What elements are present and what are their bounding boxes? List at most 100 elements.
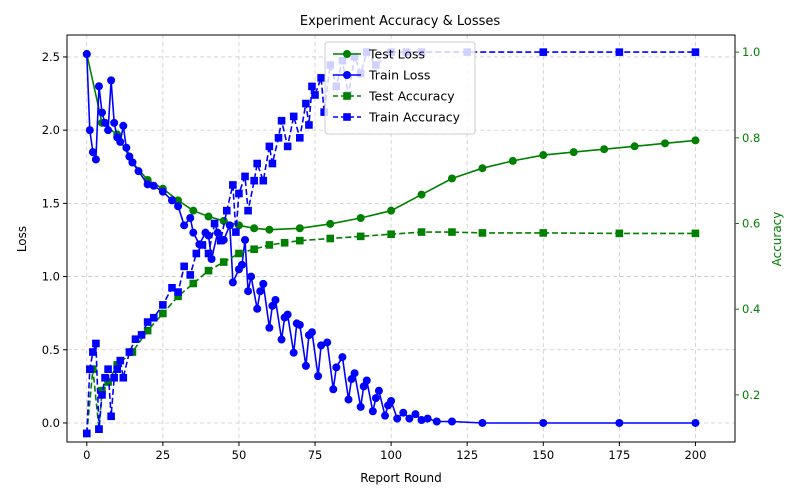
- data-point: [277, 335, 286, 344]
- data-point: [122, 143, 131, 152]
- data-point: [289, 348, 298, 357]
- legend-item: Train Loss: [333, 68, 430, 83]
- y-axis-left: 0.0 0.5 1.0 1.5 2.0 2.5: [42, 50, 67, 430]
- data-point: [447, 417, 456, 426]
- data-point: [371, 394, 380, 403]
- y-left-tick-label: 2.0: [42, 123, 60, 137]
- data-point: [189, 279, 198, 288]
- data-point: [116, 137, 125, 146]
- data-point: [253, 159, 262, 168]
- data-point: [113, 365, 122, 373]
- data-point: [131, 335, 140, 343]
- data-point: [232, 228, 240, 236]
- data-point: [329, 385, 338, 394]
- data-point: [174, 292, 182, 301]
- data-point: [85, 126, 94, 135]
- data-point: [244, 206, 252, 215]
- data-point: [289, 112, 298, 121]
- legend-marker: [343, 71, 351, 79]
- data-point: [302, 99, 310, 108]
- data-point: [539, 418, 548, 427]
- data-point: [387, 230, 395, 239]
- data-point: [691, 229, 700, 238]
- data-point: [158, 187, 167, 196]
- data-point: [307, 328, 316, 337]
- data-point: [94, 82, 103, 91]
- data-point: [362, 376, 371, 385]
- data-point: [423, 414, 432, 423]
- data-point: [159, 309, 167, 318]
- data-point: [97, 108, 106, 117]
- data-point: [691, 136, 700, 145]
- data-point: [323, 338, 332, 347]
- data-point: [82, 50, 91, 59]
- data-point: [615, 48, 624, 56]
- y-axis-right: 0.2 0.4 0.6 0.8 1.0: [735, 45, 760, 402]
- data-point: [539, 151, 548, 160]
- data-point: [244, 287, 253, 296]
- data-point: [405, 414, 414, 423]
- data-point: [189, 228, 198, 237]
- legend: Test Loss Train Loss Test Accuracy Train Ac…: [324, 41, 476, 135]
- data-point: [314, 372, 323, 381]
- data-point: [134, 167, 143, 176]
- data-point: [326, 234, 335, 243]
- data-point: [228, 278, 237, 287]
- data-point: [569, 148, 578, 157]
- y-right-tick-label: 0.4: [742, 302, 760, 316]
- data-point: [82, 429, 91, 438]
- data-point: [283, 310, 292, 319]
- data-point: [204, 249, 213, 258]
- data-point: [478, 418, 487, 427]
- legend-box: [324, 41, 476, 135]
- data-point: [411, 410, 420, 419]
- data-point: [661, 139, 670, 148]
- data-point: [311, 91, 319, 99]
- data-point: [478, 229, 487, 237]
- data-point: [393, 414, 402, 423]
- data-point: [92, 339, 100, 348]
- data-point: [691, 48, 700, 56]
- legend-label: Test Accuracy: [368, 89, 455, 104]
- data-point: [104, 365, 112, 373]
- data-point: [149, 313, 158, 322]
- data-point: [381, 411, 390, 420]
- data-point: [95, 425, 103, 433]
- data-point: [326, 219, 335, 228]
- data-point: [447, 174, 456, 183]
- data-point: [600, 145, 609, 154]
- data-point: [107, 76, 116, 85]
- data-point: [308, 82, 316, 91]
- data-point: [86, 365, 94, 373]
- data-point: [630, 142, 639, 151]
- data-point: [274, 134, 283, 142]
- data-point: [89, 348, 97, 356]
- x-axis: 0 25 50 75 100 125 150 175 200: [83, 442, 706, 462]
- x-axis-label: Report Round: [360, 471, 442, 485]
- x-tick-label: 75: [308, 448, 323, 462]
- data-point: [368, 407, 377, 416]
- data-point: [104, 378, 112, 386]
- data-point: [478, 164, 487, 173]
- data-point: [691, 418, 700, 427]
- data-point: [250, 224, 259, 233]
- data-point: [229, 181, 237, 189]
- data-point: [301, 361, 310, 370]
- data-point: [225, 221, 234, 230]
- data-point: [180, 262, 188, 271]
- data-point: [615, 229, 624, 238]
- data-point: [295, 320, 304, 329]
- data-point: [98, 391, 106, 399]
- data-point: [265, 241, 274, 249]
- data-point: [237, 260, 246, 269]
- chart-title: Experiment Accuracy & Losses: [300, 14, 501, 29]
- data-point: [110, 118, 119, 127]
- data-point: [143, 180, 152, 189]
- data-point: [107, 412, 115, 421]
- x-tick-label: 100: [380, 448, 402, 462]
- data-point: [219, 258, 228, 266]
- y-left-tick-label: 2.5: [42, 50, 60, 64]
- data-point: [174, 202, 183, 211]
- x-tick-label: 50: [232, 448, 247, 462]
- legend-item: Test Loss: [333, 47, 425, 62]
